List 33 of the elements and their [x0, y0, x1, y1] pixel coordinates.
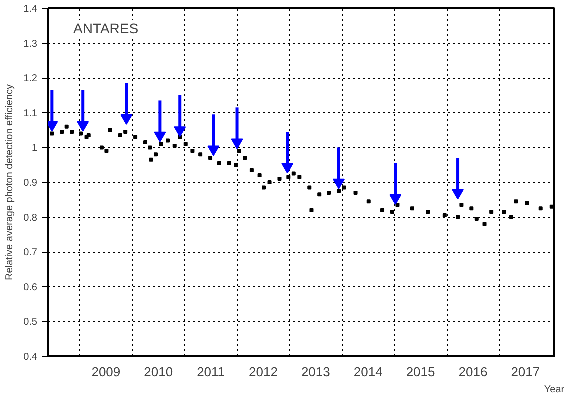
- x-tick-label: 2013: [301, 364, 330, 380]
- y-tick-label: 0.7: [24, 248, 38, 259]
- x-tick-label: 2009: [92, 364, 121, 380]
- x-tick-label: 2016: [458, 364, 488, 380]
- x-tick-label: 2011: [197, 364, 226, 380]
- point: [120, 114, 133, 125]
- y-tick-label: 1.2: [24, 74, 38, 85]
- y-tick-label: 0.4: [24, 352, 38, 363]
- y-tick-label: 1.3: [24, 38, 38, 50]
- y-tick-label: 0.9: [24, 178, 38, 189]
- x-tick-label: 2017: [511, 364, 540, 380]
- point: [452, 189, 464, 200]
- y-tick-label: 1.4: [24, 4, 38, 15]
- y-tick-label: 0.8: [24, 212, 38, 224]
- y-tick-label: 1.1: [24, 108, 38, 120]
- y-tick-label: 0.6: [24, 282, 38, 294]
- y-tick-label: 1: [32, 143, 38, 154]
- annotation: ANTARES: [74, 20, 139, 36]
- point: [390, 194, 402, 206]
- y-tick-label: 0.5: [24, 317, 38, 328]
- point: [77, 121, 90, 132]
- point: [174, 126, 186, 138]
- point: [332, 178, 345, 190]
- point: [282, 163, 294, 174]
- point: [154, 132, 166, 142]
- x-tick-label: 2012: [249, 364, 278, 380]
- point: [231, 138, 244, 150]
- x-tick-label: 2010: [144, 364, 174, 380]
- point: [208, 146, 220, 156]
- x-axis-title: Year: [544, 384, 566, 396]
- y-axis-title: Relative average photon detection efficiency: [4, 84, 16, 281]
- x-tick-label: 2015: [406, 364, 436, 380]
- x-tick-label: 2014: [354, 364, 383, 380]
